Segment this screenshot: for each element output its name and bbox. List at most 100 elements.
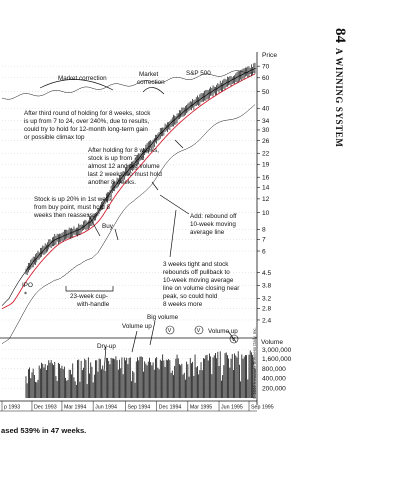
price-tick-label: 50 (262, 89, 270, 96)
buy-label: Buy (102, 223, 114, 230)
volume-tick-label: 200,000 (262, 385, 286, 392)
volume-bars (25, 350, 256, 398)
cup-handle-line: 23-week cup- (70, 293, 108, 300)
add-rebound-line: 10-week moving (190, 221, 236, 228)
third-round-pointer (174, 139, 184, 149)
ipo-marker: * (24, 291, 27, 298)
sp500-line (1, 70, 256, 100)
svg-text:V: V (197, 328, 201, 334)
ipo-label: IPO (22, 282, 33, 289)
volume-up-symbol: V (229, 334, 239, 344)
date-tick-label: Sep 1994 (128, 405, 151, 411)
price-tick-label: 22 (262, 151, 270, 158)
stock-up-line: Stock is up 20% in 1st week (34, 196, 113, 203)
price-tick-label: 26 (262, 138, 270, 145)
third-round-line: After third round of holding for 8 weeks… (24, 110, 151, 117)
price-axis-ticks: 70 60 50 40 34 30 26 22 19 16 14 12 10 8 7 6 4.5 3.8 3.2 2.… (257, 63, 271, 324)
three-weeks-line: line on volume closing near (163, 285, 239, 292)
cup-bracket (65, 286, 114, 292)
add-rebound-line: average line (190, 229, 225, 236)
date-tick-label: Dec 1994 (159, 405, 182, 411)
copyright-notice: © 2009 Investor's Business Daily, Inc. (252, 327, 257, 399)
after-holding-line: stock is up from 7 to (88, 155, 145, 162)
price-tick-label: 3.8 (262, 283, 271, 290)
price-tick-label: 4.5 (262, 270, 271, 277)
moving-average-path (1, 73, 256, 310)
relative-strength-path (1, 104, 256, 344)
volume-tick-label: 800,000 (262, 366, 286, 373)
price-grid (2, 65, 257, 321)
price-bars (1, 62, 257, 306)
cup-handle-note: 23-week cup- with-handle (70, 293, 110, 308)
dry-up-label: Dry-up (97, 343, 116, 350)
figure-caption: ased 539% in 47 weeks. (1, 426, 86, 435)
price-tick-label: 16 (262, 175, 270, 182)
after-holding-line: last 2 weeks, so must hold (88, 171, 162, 178)
price-tick-label: 30 (262, 127, 270, 134)
big-volume-label: Big volume (147, 314, 179, 321)
third-round-line: or possible climax top (24, 134, 85, 141)
price-axis-title: Price (262, 52, 277, 59)
price-tick-label: 12 (262, 196, 270, 203)
cup-handle-line: with-handle (76, 301, 110, 308)
price-tick-label: 40 (262, 106, 270, 113)
date-tick-label: Jun 1995 (221, 405, 243, 411)
after-holding-line: almost 12 and big volume (88, 163, 160, 170)
stock-up-line: from buy point, must hold 8 (34, 204, 110, 211)
volume-up-symbol: V (165, 325, 175, 335)
sp500-label: S&P 500 (186, 70, 211, 77)
date-tick-label: Mar 1994 (64, 405, 86, 411)
stock-up-pointer (87, 213, 101, 237)
after-holding-note: After holding for 8 weeks, stock is up f… (88, 147, 162, 186)
three-weeks-line: peak, so could hold (163, 293, 218, 300)
market-correction-label-1: Market correction (58, 75, 107, 82)
date-axis-ticks: p 1993 Dec 1993 Mar 1994 Jun 1994 Sep 1994 De… (1, 401, 274, 411)
page-number: 84 (332, 28, 348, 44)
volume-up-1-pointer (131, 330, 138, 353)
stock-up-note: Stock is up 20% in 1st week from buy poi… (33, 196, 113, 219)
price-tick-label: 8 (262, 227, 266, 234)
volume-tick-label: 400,000 (262, 376, 286, 383)
big-volume-pointer (149, 320, 156, 346)
market-correction-arc-1 (39, 79, 114, 91)
svg-text:V: V (168, 328, 172, 334)
stock-up-line: weeks then reassess. (33, 212, 95, 219)
market-correction-arc-2 (142, 87, 165, 95)
three-weeks-line: 8 weeks more (163, 301, 203, 308)
price-tick-label: 10 (262, 210, 270, 217)
volume-tick-label: 3,000,000 (262, 347, 292, 354)
date-tick-label: Dec 1993 (34, 405, 57, 411)
price-tick-label: 34 (262, 118, 270, 125)
dry-up-pointer (103, 345, 107, 373)
volume-grid (2, 349, 257, 389)
volume-up-2-pointer (227, 330, 237, 343)
volume-tick-label: 1,600,000 (262, 356, 292, 363)
three-weeks-note: 3 weeks tight and stock rebounds off pul… (163, 261, 239, 308)
three-weeks-pointer (169, 209, 177, 258)
price-line (1, 68, 256, 306)
annotation-pointers (39, 79, 237, 373)
price-tick-label: 6 (262, 248, 266, 255)
three-weeks-line: 10-week moving average (163, 277, 234, 284)
volume-axis-title: Volume (261, 339, 283, 346)
third-round-note: After third round of holding for 8 weeks… (24, 110, 151, 141)
market-correction-label-2a: Market (139, 71, 158, 78)
price-tick-label: 3.2 (262, 296, 271, 303)
volume-up-label-2: Volume up (208, 328, 238, 335)
volume-up-symbol: V (194, 325, 204, 335)
price-tick-label: 2.4 (262, 317, 271, 324)
svg-text:V: V (232, 337, 236, 343)
price-tick-label: 19 (262, 162, 270, 169)
price-tick-label: 14 (262, 185, 270, 192)
third-round-line: could try to hold for 12-month long-term… (24, 126, 148, 133)
price-tick-label: 7 (262, 237, 266, 244)
date-tick-label: p 1993 (4, 405, 20, 411)
add-rebound-pointer (159, 194, 190, 215)
after-holding-line: another 8 weeks. (88, 179, 136, 186)
price-tick-label: 60 (262, 75, 270, 82)
date-tick-label: Sep 1995 (251, 405, 274, 411)
market-correction-label-2b: correction (137, 79, 165, 86)
volume-up-label-1: Volume up (122, 323, 152, 330)
date-tick-label: Jun 1994 (95, 405, 117, 411)
